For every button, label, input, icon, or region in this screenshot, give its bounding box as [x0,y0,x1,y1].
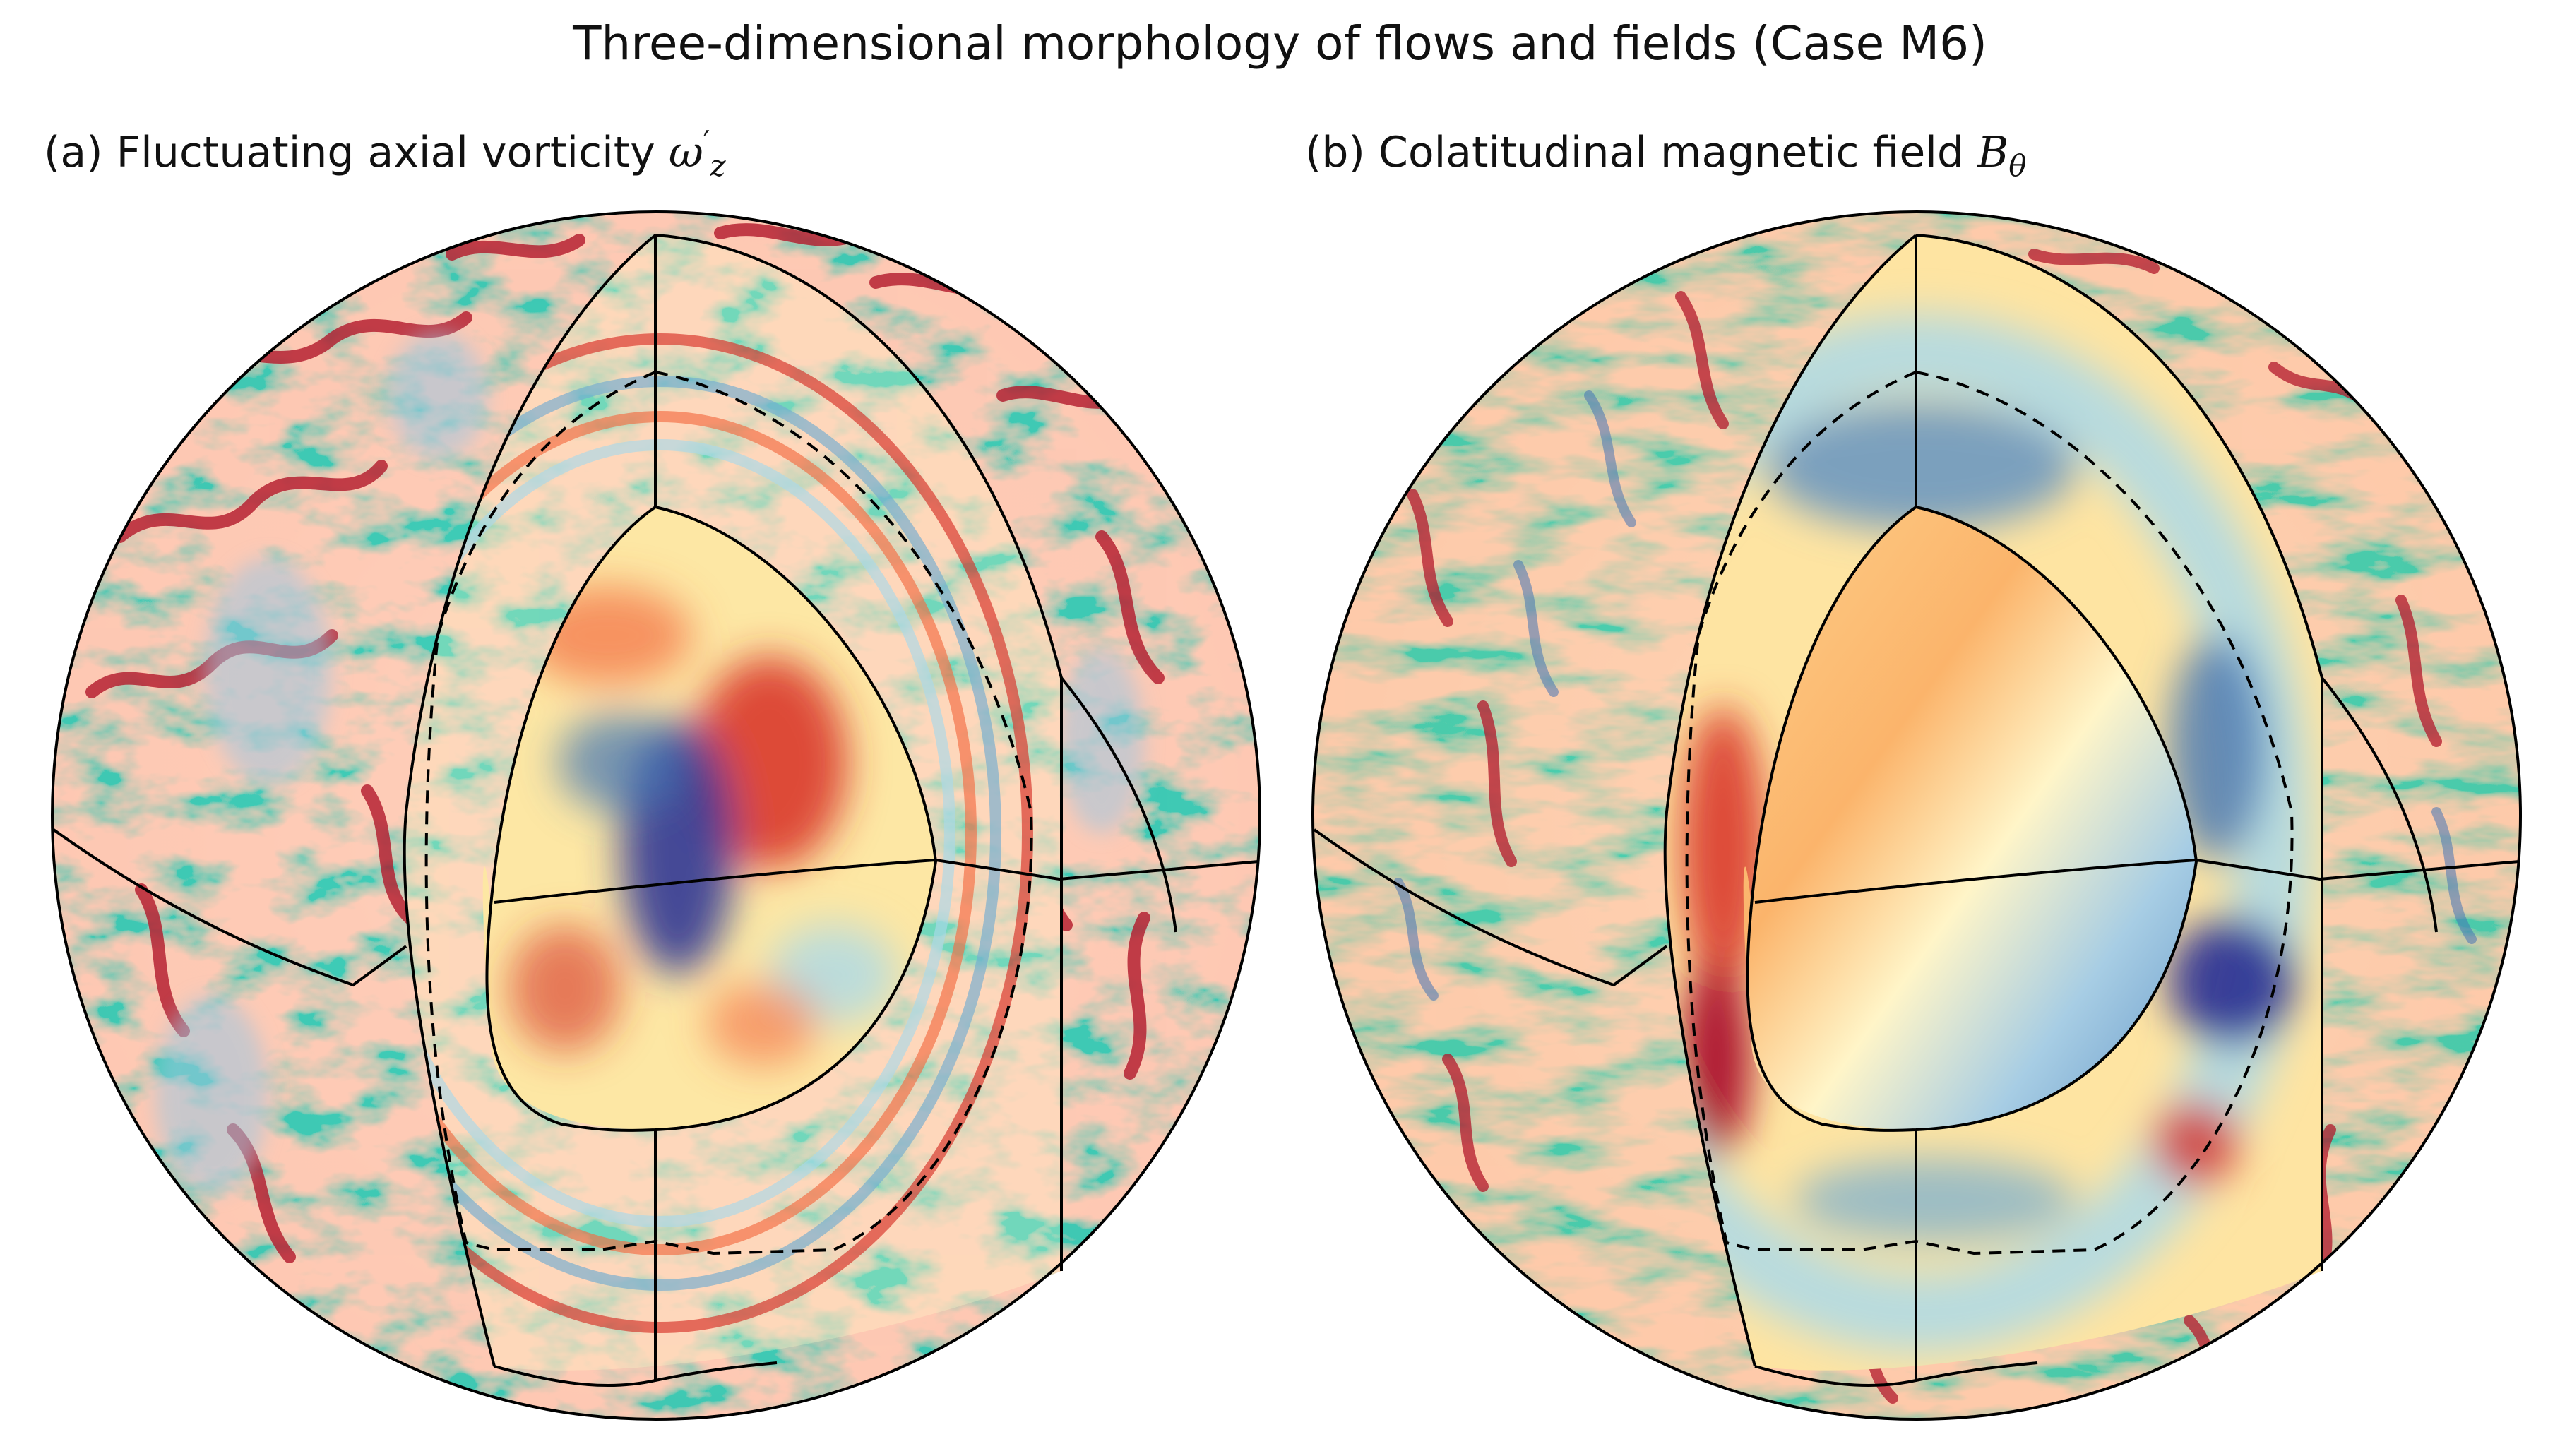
panel-b-sphere [1311,210,2522,1421]
panel-a-blue-patches [155,332,1144,1193]
panel-b-label: (b) Colatitudinal magnetic field [1305,128,1978,177]
panel-b-subscript: θ [2008,148,2027,183]
figure-title: Three-dimensional morphology of flows an… [573,16,1987,71]
panel-b-outlines [1311,210,2522,1421]
panel-b-blue-streaks [1393,390,2477,1001]
panel-a-title: (a) Fluctuating axial vorticity ω′z [44,124,725,181]
panel-b-symbol: B [1977,128,2009,177]
panel-a-symbol: ω [668,128,703,177]
panel-a-sphere [51,210,1261,1421]
panel-a-subscript: z [710,148,726,183]
panel-a-label: (a) Fluctuating axial vorticity [44,128,669,177]
panel-b-title: (b) Colatitudinal magnetic field Bθ [1305,126,2026,181]
panel-a-prime: ′ [703,124,710,159]
panel-a-outlines [51,210,1261,1421]
